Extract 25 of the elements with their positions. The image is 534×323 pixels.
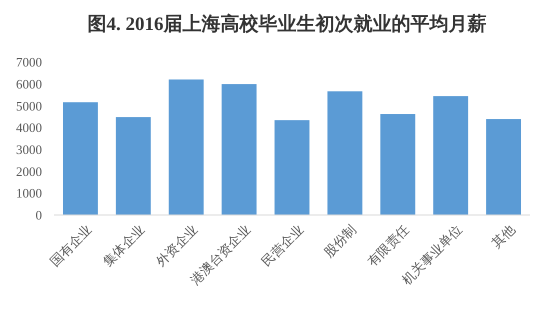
bar bbox=[168, 79, 204, 215]
bar bbox=[380, 114, 416, 215]
x-tick-label: 有限责任 bbox=[365, 222, 413, 270]
bar bbox=[433, 96, 468, 215]
bar bbox=[116, 117, 151, 215]
bar bbox=[222, 84, 257, 215]
x-tick-label: 国有企业 bbox=[48, 222, 96, 270]
y-tick-label: 1000 bbox=[16, 186, 42, 201]
bar bbox=[486, 119, 522, 215]
x-tick-label: 集体企业 bbox=[100, 222, 148, 270]
y-tick-label: 3000 bbox=[16, 142, 42, 157]
bar bbox=[62, 102, 98, 215]
chart-title: 图4. 2016届上海高校毕业生初次就业的平均月薪 bbox=[88, 13, 486, 35]
bar bbox=[327, 91, 362, 215]
y-tick-label: 2000 bbox=[16, 164, 42, 179]
y-tick-label: 4000 bbox=[16, 120, 42, 136]
y-tick-label: 0 bbox=[36, 208, 42, 223]
y-tick-label: 7000 bbox=[16, 54, 42, 70]
bar bbox=[274, 120, 310, 215]
x-tick-label: 其他 bbox=[489, 222, 518, 252]
x-tick-label: 外资企业 bbox=[154, 222, 201, 270]
x-tick-label: 民营企业 bbox=[259, 222, 307, 270]
y-tick-label: 6000 bbox=[16, 76, 42, 92]
y-tick-label: 5000 bbox=[16, 98, 42, 114]
x-tick-label: 股份制 bbox=[321, 222, 360, 261]
